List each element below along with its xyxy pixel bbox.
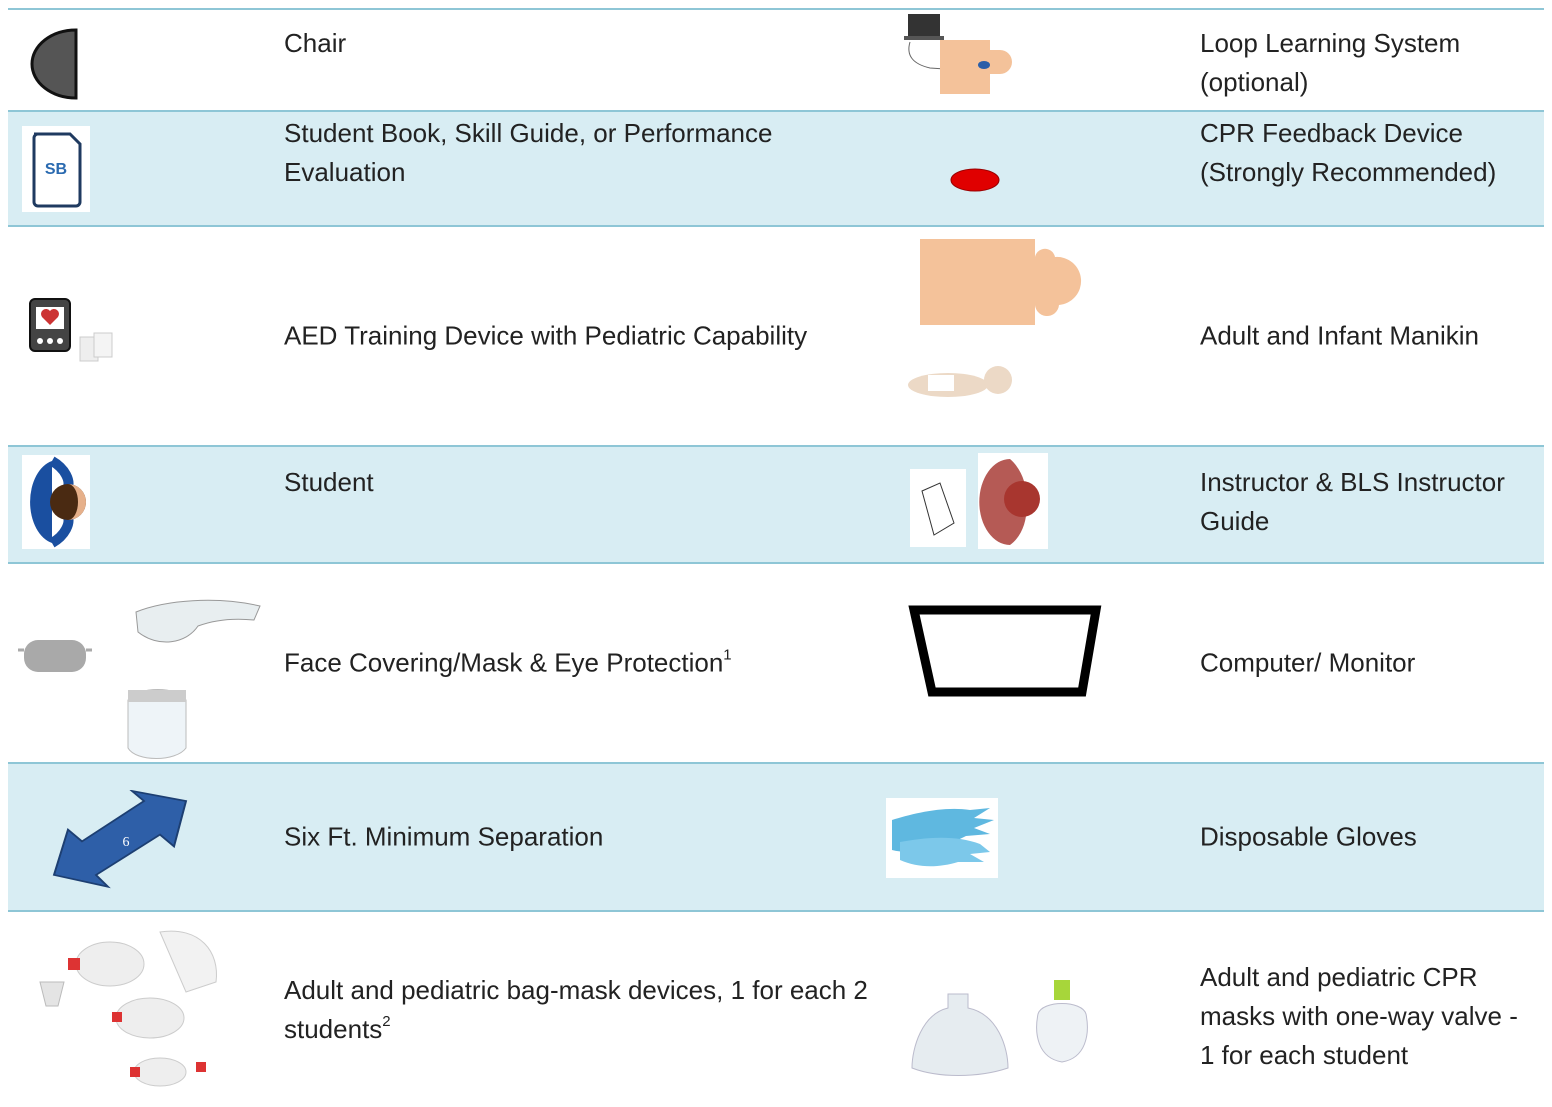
legend-row: SB Student Book, Skill Guide, or Perform… [8,110,1544,225]
instructor-icon [910,453,1048,549]
cpr-mask-icon [911,980,1088,1076]
item-label: Loop Learning System (optional) [1200,28,1461,97]
item-label: Six Ft. Minimum Separation [284,821,604,852]
item-label: AED Training Device with Pediatric Capab… [284,320,808,351]
legend-row: Student Instructor & BLS Instructor Guid… [8,445,1544,562]
legend-row: Chair Loop Learning System (optional) [8,8,1544,110]
monitor-icon [908,605,1102,697]
item-label: Disposable Gloves [1200,821,1417,852]
item-label: Instructor & BLS Instructor Guide [1200,467,1505,536]
item-label: Student Book, Skill Guide, or Performanc… [284,118,773,187]
item-label: Adult and pediatric CPR masks with one-w… [1200,962,1518,1070]
legend-row: Face Covering/Mask & Eye Protection1 Com… [8,562,1544,762]
separation-arrow-icon: 6 [52,790,188,889]
footnote-mark: 1 [723,646,732,664]
item-label: CPR Feedback Device (Strongly Recommende… [1200,118,1497,187]
chair-icon [30,28,78,100]
loop-system-icon [904,14,1012,94]
aed-icon [29,298,113,362]
item-label: Computer/ Monitor [1200,647,1416,678]
item-label: Adult and pediatric bag-mask devices, 1 … [284,971,869,1049]
book-icon: SB [22,126,90,212]
item-label: Face Covering/Mask & Eye Protection1 [284,644,869,683]
item-label: Chair [284,28,347,58]
manikin-icon [908,239,1082,397]
ppe-icon [18,599,261,759]
student-icon [22,455,90,549]
legend-row: AED Training Device with Pediatric Capab… [8,225,1544,445]
bag-mask-icon [39,930,217,1087]
feedback-device-icon [950,168,1000,192]
gloves-icon [886,798,998,878]
legend-row: 6 Six Ft. Minimum Separation Disposable … [8,762,1544,910]
icon-label: 6 [123,835,130,850]
item-label: Student [284,467,374,497]
icon-label: SB [45,161,67,178]
legend-row: Adult and pediatric bag-mask devices, 1 … [8,910,1544,1107]
item-label-text: Face Covering/Mask & Eye Protection [284,647,724,678]
item-label: Adult and Infant Manikin [1200,320,1479,351]
item-label-text: Adult and pediatric bag-mask devices, 1 … [284,974,868,1044]
footnote-mark: 2 [382,1012,391,1030]
